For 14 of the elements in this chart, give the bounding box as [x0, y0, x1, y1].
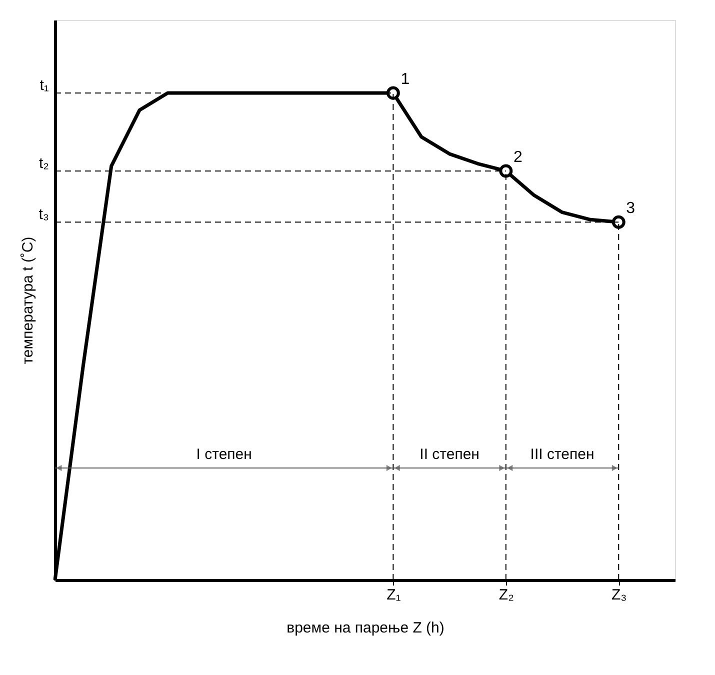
x-axis-title: време на парење Z (h) [286, 620, 444, 636]
x-tick-label: Z₁ [386, 586, 401, 604]
annotation: 3 [626, 200, 636, 218]
x-tick-label: Z₂ [498, 586, 514, 604]
annotation: I степен [196, 446, 252, 463]
ref-line-label: t₁ [40, 77, 49, 94]
ref-line-label: t₂ [39, 154, 50, 172]
ref-line-label: t₃ [38, 206, 49, 224]
annotation: II степен [420, 446, 480, 463]
y-axis-title: температура t (˚C) [20, 236, 36, 364]
x-tick-label: Z₃ [611, 586, 627, 604]
annotation: 1 [400, 71, 410, 88]
annotation: III степен [530, 446, 594, 463]
annotation: 2 [513, 148, 522, 166]
